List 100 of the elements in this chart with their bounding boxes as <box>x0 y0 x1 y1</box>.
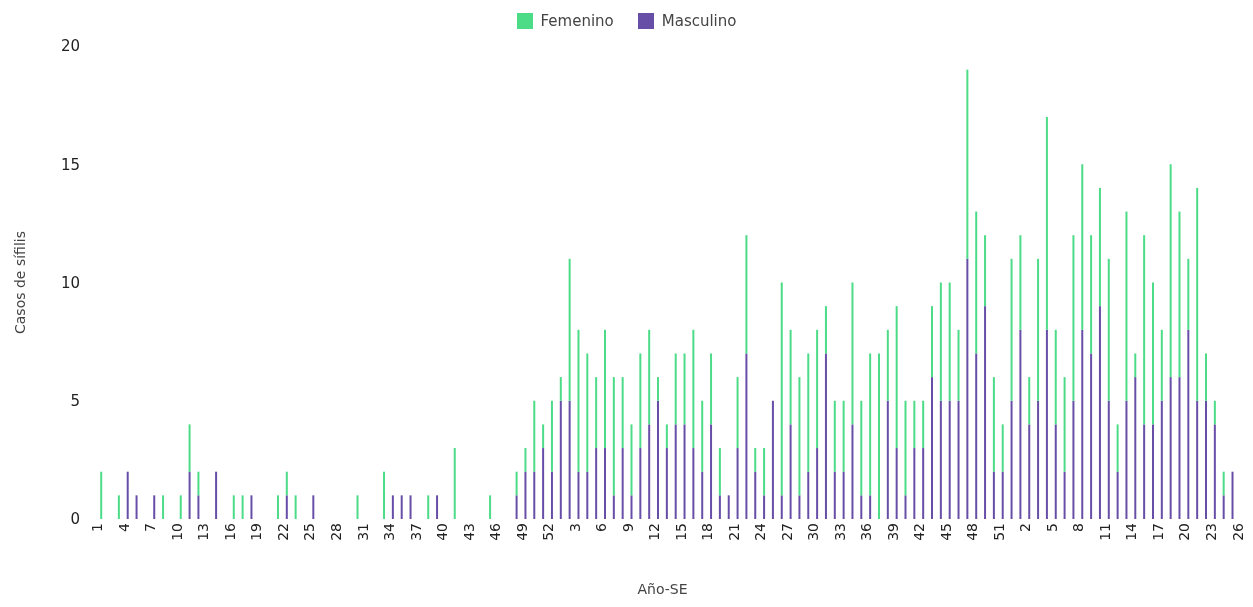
x-tick-label: 3 <box>566 523 583 532</box>
x-tick-label: 21 <box>725 523 742 541</box>
bar <box>913 400 916 449</box>
bar <box>736 448 739 519</box>
x-tick-label: 46 <box>487 522 504 541</box>
bar <box>639 353 642 449</box>
x-tick-label: 34 <box>381 522 398 541</box>
bar <box>1072 235 1075 401</box>
bar <box>710 424 713 519</box>
bar <box>294 495 297 519</box>
bar <box>1213 424 1216 519</box>
x-tick-label: 39 <box>884 523 901 541</box>
bar <box>842 400 845 472</box>
bar <box>1169 377 1172 519</box>
bar <box>1116 471 1119 519</box>
bar <box>639 448 642 519</box>
bar <box>250 495 253 519</box>
bar <box>1063 377 1066 472</box>
y-tick-label: 20 <box>60 37 80 56</box>
x-tick-label: 7 <box>142 523 159 532</box>
bar <box>1143 424 1146 519</box>
bar <box>683 424 686 519</box>
bar <box>754 471 757 519</box>
bar <box>1213 400 1216 425</box>
bar <box>1178 377 1181 519</box>
bar <box>736 377 739 449</box>
bar <box>1054 329 1057 425</box>
bar <box>957 329 960 401</box>
bar <box>1054 424 1057 519</box>
bar <box>383 471 386 519</box>
bar <box>1001 424 1004 472</box>
bar <box>612 495 615 519</box>
bar <box>1222 495 1225 519</box>
bar <box>1028 424 1031 519</box>
bar <box>1072 400 1075 519</box>
bar <box>312 495 315 519</box>
bar <box>1160 329 1163 401</box>
bar <box>621 377 624 449</box>
bar <box>1098 306 1101 519</box>
bar <box>665 448 668 519</box>
bar <box>550 471 553 519</box>
bar <box>763 495 766 519</box>
x-tick-label: 26 <box>1229 522 1246 541</box>
bar <box>948 282 951 401</box>
bar <box>559 377 562 401</box>
bar <box>957 400 960 519</box>
bar <box>816 329 819 449</box>
bar <box>886 400 889 519</box>
bar <box>1037 400 1040 519</box>
bar <box>833 471 836 519</box>
bar <box>701 471 704 519</box>
bar <box>763 448 766 496</box>
x-tick-label: 49 <box>513 523 530 541</box>
bar <box>586 471 589 519</box>
x-tick-label: 19 <box>248 523 265 541</box>
bar <box>798 377 801 496</box>
bar <box>197 495 200 519</box>
bar <box>215 471 218 519</box>
bar <box>886 329 889 401</box>
x-tick-label: 4 <box>115 522 132 532</box>
bar <box>860 400 863 496</box>
x-tick-label: 25 <box>301 523 318 541</box>
bar <box>568 400 571 519</box>
bar <box>427 495 430 519</box>
x-tick-label: 14 <box>1123 522 1140 541</box>
bar <box>1205 353 1207 401</box>
x-tick-label: 37 <box>407 523 424 541</box>
bar <box>992 471 995 519</box>
bar <box>939 282 942 401</box>
bar <box>1107 400 1110 519</box>
bar <box>807 353 810 472</box>
x-tick-label: 6 <box>593 522 610 532</box>
bar <box>683 353 686 425</box>
bar <box>1010 258 1013 401</box>
x-tick-label: 12 <box>646 523 663 541</box>
bar <box>824 353 827 519</box>
bar <box>1090 235 1093 354</box>
bar <box>1134 353 1137 378</box>
bar <box>1045 329 1048 519</box>
bar <box>1205 400 1207 519</box>
bar <box>931 377 934 519</box>
bar <box>665 424 668 449</box>
bar <box>1045 116 1048 330</box>
x-tick-label: 28 <box>328 523 344 541</box>
bar <box>400 495 403 519</box>
bar <box>966 69 969 259</box>
x-tick-label: 15 <box>672 523 689 541</box>
bar <box>533 471 536 519</box>
x-tick-label: 13 <box>195 523 212 541</box>
x-tick-label: 2 <box>1017 523 1034 532</box>
bar <box>1098 187 1101 307</box>
bar <box>984 235 987 307</box>
bar <box>816 448 819 519</box>
x-tick-label: 30 <box>805 523 822 541</box>
bar <box>126 471 129 519</box>
bar <box>851 424 854 519</box>
bar <box>727 495 730 519</box>
x-tick-label: 10 <box>168 523 185 541</box>
bar <box>1019 329 1022 519</box>
x-tick-label: 16 <box>221 522 238 541</box>
